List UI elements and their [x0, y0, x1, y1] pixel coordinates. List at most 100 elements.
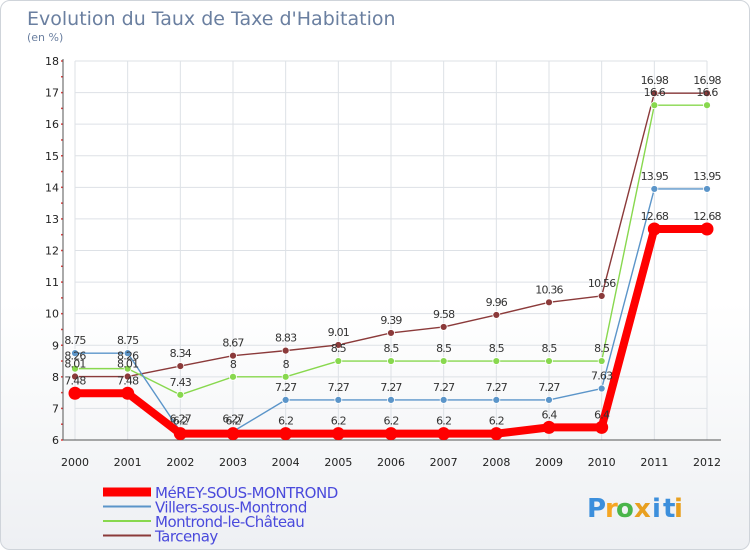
- data-point: [492, 311, 501, 319]
- data-label: 8.5: [436, 342, 452, 355]
- chart-title: Evolution du Taux de Taxe d'Habitation: [27, 8, 396, 30]
- data-point: [650, 101, 659, 110]
- data-point: [703, 101, 711, 110]
- data-label: 7.27: [433, 381, 455, 394]
- logo-letter: i: [652, 494, 661, 524]
- data-label: 13.95: [641, 170, 669, 183]
- data-label: 8.5: [331, 342, 347, 355]
- data-label: 6.2: [278, 415, 293, 428]
- data-point: [597, 357, 606, 365]
- data-label: 7.27: [538, 381, 560, 394]
- x-tick-label: 2000: [61, 456, 89, 469]
- data-point: [123, 349, 132, 358]
- data-point: [703, 185, 711, 193]
- data-label: 12.68: [641, 210, 669, 223]
- legend[interactable]: MéREY-SOUS-MONTRONDVillers-sous-Montrond…: [103, 484, 338, 546]
- x-tick-label: 2009: [535, 456, 563, 469]
- data-label: 8.26: [117, 350, 139, 363]
- data-label: 13.95: [693, 170, 721, 183]
- data-point: [123, 364, 132, 373]
- x-tick-label: 2010: [588, 456, 616, 469]
- data-point: [545, 298, 553, 307]
- data-label: 8.5: [383, 342, 399, 355]
- y-tick-label: 18: [45, 55, 59, 68]
- data-label: 12.68: [693, 210, 721, 223]
- legend-label-3: Tarcenay: [154, 528, 218, 546]
- x-tick-label: 2007: [430, 456, 458, 469]
- logo-letter: t: [663, 494, 675, 524]
- logo-letter: P: [587, 494, 606, 524]
- data-label: 7.43: [170, 376, 192, 389]
- data-point: [71, 349, 79, 358]
- data-point: [281, 395, 290, 404]
- data-label: 16.98: [693, 74, 721, 87]
- chart-subtitle: (en %): [27, 31, 63, 44]
- data-label: 6.2: [436, 415, 451, 428]
- proxiti-logo: Pro x i ti: [587, 494, 683, 524]
- data-point: [439, 323, 448, 331]
- series-group: [68, 89, 714, 441]
- x-tick-label: 2006: [377, 456, 405, 469]
- data-point: [123, 372, 132, 381]
- logo-letter: x: [634, 494, 651, 524]
- data-point: [703, 89, 711, 98]
- data-point: [279, 427, 293, 441]
- data-label: 7.63: [591, 370, 613, 383]
- y-tick-label: 6: [52, 434, 59, 447]
- data-label: 8.5: [541, 342, 557, 355]
- data-labels: 8.01 8.01 8.34 8.67 8.83 9.01 9.39 9.58 9.96 10.3…: [64, 74, 722, 428]
- data-point: [331, 427, 345, 441]
- data-label: 6.2: [383, 415, 398, 428]
- data-label: 8.26: [64, 350, 86, 363]
- legend-label-1: Villers-sous-Montrond: [155, 499, 307, 517]
- data-label: 7.27: [486, 381, 508, 394]
- data-point: [176, 362, 185, 370]
- y-tick-label: 9: [52, 339, 59, 352]
- data-point: [229, 351, 237, 360]
- data-label: 8: [230, 358, 237, 371]
- data-label: 7.48: [64, 374, 86, 387]
- data-point: [387, 357, 395, 365]
- x-tick-label: 2004: [272, 456, 300, 469]
- data-label: 16.6: [644, 86, 666, 99]
- data-label: 8.75: [64, 334, 86, 347]
- data-point: [595, 420, 609, 434]
- data-point: [597, 384, 606, 393]
- data-point: [71, 372, 79, 381]
- data-label: 6.2: [489, 415, 504, 428]
- legend-label-0: MéREY-SOUS-MONTROND: [155, 484, 338, 502]
- data-label: 8.75: [117, 334, 139, 347]
- data-point: [387, 395, 395, 404]
- data-point: [650, 89, 659, 98]
- data-point: [597, 292, 606, 300]
- y-tick-label: 16: [45, 118, 59, 131]
- x-tick-label: 2011: [640, 456, 668, 469]
- data-point: [489, 427, 503, 441]
- data-label: 6.4: [594, 408, 610, 421]
- data-label: 9.96: [486, 296, 508, 309]
- y-tick-label: 11: [45, 276, 59, 289]
- data-label: 6.4: [541, 408, 557, 421]
- data-label: 7.27: [380, 381, 402, 394]
- data-point: [334, 395, 343, 404]
- data-point: [387, 329, 395, 337]
- data-label: 8.83: [275, 332, 297, 345]
- data-point: [384, 427, 398, 441]
- y-tick-label: 17: [45, 87, 59, 100]
- data-point: [439, 395, 448, 404]
- data-point: [439, 357, 448, 365]
- data-point: [545, 395, 553, 404]
- data-label: 8.01: [64, 358, 85, 371]
- x-tick-label: 2003: [219, 456, 247, 469]
- data-label: 16.98: [641, 74, 669, 87]
- data-label: 7.27: [328, 381, 350, 394]
- data-point: [334, 357, 343, 365]
- data-point: [173, 427, 187, 441]
- logo-letter: i: [674, 494, 683, 524]
- data-point: [229, 372, 237, 381]
- data-label: 9.39: [380, 314, 402, 327]
- data-label: 10.56: [588, 277, 616, 290]
- y-tick-label: 8: [52, 371, 59, 384]
- data-point: [492, 357, 501, 365]
